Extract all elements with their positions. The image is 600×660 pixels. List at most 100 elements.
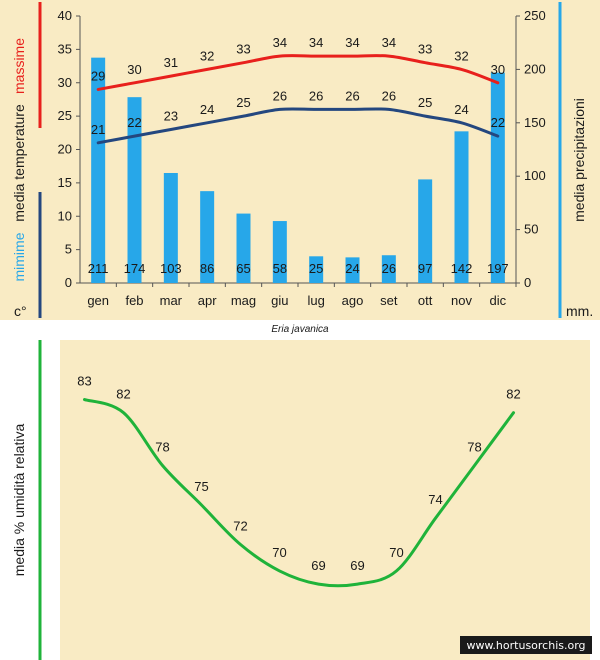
precipitation-bar [272,221,287,283]
precipitation-bar [127,97,142,283]
humidity-value-label: 69 [311,558,325,573]
humidity-value-label: 78 [467,439,481,454]
max-temperature-label: 33 [418,42,432,57]
precipitation-bar [381,255,396,283]
precipitation-value-label: 58 [273,261,287,276]
left-tick-label: 25 [58,108,72,123]
humidity-value-label: 78 [155,439,169,454]
min-temperature-line [96,107,500,145]
humidity-value-label: 72 [233,519,247,534]
precipitation-value-label: 211 [88,261,109,276]
max-temperature-label: 32 [454,48,468,63]
humidity-value-label: 83 [77,374,91,389]
humidity-panel-background [60,340,590,660]
humidity-labels: 83 82 78 75 72 70 69 69 70 74 78 82 [77,374,520,574]
temperature-axis-title: media temperature [11,104,27,222]
humidity-value-label: 82 [116,387,130,402]
min-temperature-label: 22 [127,115,141,130]
min-temperature-label: 26 [382,88,396,103]
precipitation-value-label: 25 [309,261,323,276]
month-tick-label: apr [198,293,217,308]
left-tick-label: 15 [58,175,72,190]
humidity-value-label: 69 [350,558,364,573]
min-temperature-label: 26 [273,88,287,103]
left-tick-label: 20 [58,142,72,157]
month-tick-label: nov [451,293,472,308]
humidity-line-group [83,398,515,588]
right-tick-label: 250 [524,8,546,23]
watermark-text: www.hortusorchis.org [466,639,585,652]
max-temperature-label: 29 [91,68,105,83]
humidity-value-label: 70 [389,545,403,560]
right-tick-label: 200 [524,61,546,76]
left-tick-label: 30 [58,75,72,90]
max-temperature-label: 31 [164,55,178,70]
precipitation-bar [345,257,360,283]
left-tick-label: 0 [65,275,72,290]
max-temperature-label: 34 [273,35,287,50]
minime-axis-label: mimime [11,232,27,281]
temperature-chart-labels: 211 174 103 86 65 58 25 24 26 97 142 197 29 30 31 32 33 3… [88,35,509,276]
watermark-background [460,636,592,654]
precipitation-value-label: 26 [382,261,396,276]
month-tick-label: mar [160,293,183,308]
max-temperature-label: 30 [127,62,141,77]
max-temperature-label: 34 [382,35,396,50]
celsius-unit-label: c° [14,303,27,319]
precipitation-value-label: 24 [345,261,359,276]
precipitation-value-label: 142 [451,261,473,276]
precipitation-bar [91,57,106,283]
month-tick-label: mag [231,293,256,308]
month-tick-label: gen [87,293,109,308]
min-temperature-label: 26 [309,88,323,103]
humidity-axis-title: media % umidità relativa [11,424,27,577]
max-temperature-label: 34 [309,35,323,50]
month-tick-label: giu [271,293,288,308]
min-temperature-label: 24 [200,102,214,117]
precipitation-bar [490,72,505,283]
humidity-value-label: 82 [506,387,520,402]
month-tick-label: dic [490,293,507,308]
min-temperature-label: 25 [236,95,250,110]
species-caption: Eria javanica [271,324,329,335]
humidity-value-label: 70 [272,545,286,560]
mm-unit-label: mm. [566,303,593,319]
min-temperature-label: 26 [345,88,359,103]
min-temperature-label: 22 [491,115,505,130]
max-temperature-label: 30 [491,62,505,77]
precipitation-bar [200,191,215,283]
left-tick-label: 5 [65,242,72,257]
precipitation-bar [236,213,251,283]
max-temperature-label: 34 [345,35,359,50]
temperature-lines [96,54,500,145]
precipitation-bar [309,256,324,283]
precipitation-value-label: 97 [418,261,432,276]
left-tick-label: 35 [58,41,72,56]
precipitation-value-label: 197 [487,261,509,276]
precipitation-value-label: 174 [124,261,146,276]
humidity-line [83,398,515,588]
precipitation-bar [454,131,469,283]
precipitation-axis-title: media precipitazioni [571,98,587,222]
precipitation-value-label: 103 [160,261,182,276]
right-tick-label: 0 [524,275,531,290]
month-tick-label: set [380,293,398,308]
month-tick-label: lug [307,293,324,308]
precipitation-bar [418,179,433,283]
right-tick-label: 150 [524,115,546,130]
month-tick-label: ott [418,293,433,308]
left-tick-label: 10 [58,208,72,223]
min-temperature-label: 24 [454,102,468,117]
humidity-value-label: 74 [428,492,442,507]
right-tick-label: 50 [524,222,538,237]
temperature-chart-grid: 0 5 10 15 20 25 30 35 40 0 50 100 150 200 250 gen feb mar… [58,8,546,308]
precipitation-value-label: 86 [200,261,214,276]
min-temperature-label: 21 [91,122,105,137]
max-temperature-line [96,54,500,91]
month-tick-label: ago [342,293,364,308]
min-temperature-label: 25 [418,95,432,110]
precipitation-value-label: 65 [236,261,250,276]
max-temperature-label: 32 [200,48,214,63]
precipitation-bars [91,57,505,283]
